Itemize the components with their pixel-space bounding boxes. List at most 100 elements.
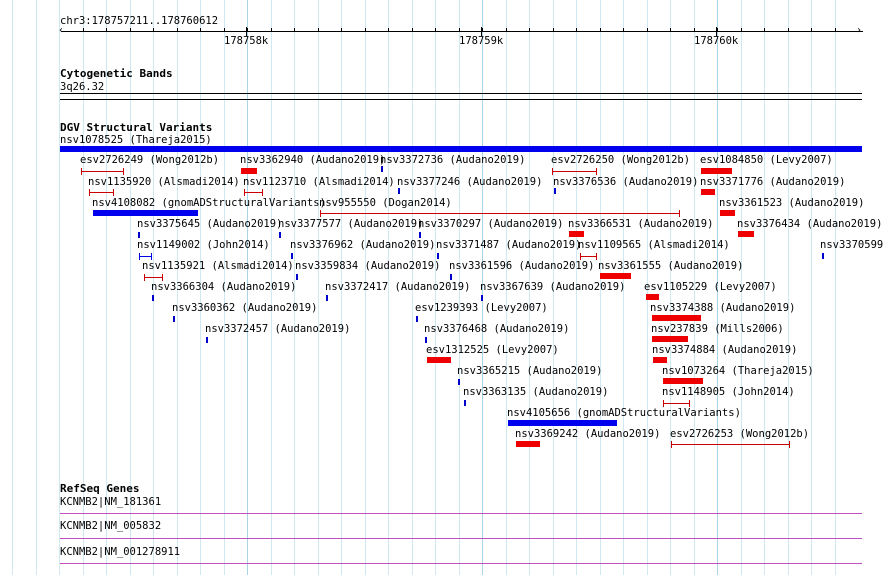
sv-feature-bar[interactable] [653,357,667,363]
sv-feature-tick[interactable] [425,337,427,343]
sv-feature-label[interactable]: nsv3371487 (Audano2019) [436,239,582,251]
sv-feature-label[interactable]: nsv3376434 (Audano2019) [737,218,883,230]
sv-feature-bar[interactable] [241,168,257,174]
sv-feature-label[interactable]: esv1312525 (Levy2007) [426,344,559,356]
sv-feature-bar[interactable] [652,336,688,342]
sv-feature-label[interactable]: nsv3361555 (Audano2019) [598,260,744,272]
sv-feature-label[interactable]: nsv3370599 ( [820,239,890,251]
sv-feature-label[interactable]: nsv955550 (Dogan2014) [319,197,452,209]
sv-feature-label[interactable]: esv1239393 (Levy2007) [415,302,548,314]
sv-feature-label[interactable]: nsv3374388 (Audano2019) [650,302,796,314]
sv-feature-tick[interactable] [138,232,140,238]
sv-feature-label[interactable]: nsv3359834 (Audano2019) [295,260,441,272]
sv-feature-tick[interactable] [554,188,556,194]
sv-feature-tick[interactable] [458,379,460,385]
sv-feature-label[interactable]: nsv3370297 (Audano2019) [418,218,564,230]
gene-label-1[interactable]: KCNMB2|NM_181361 [60,496,162,508]
sv-feature-label[interactable]: esv1084850 (Levy2007) [700,154,833,166]
sv-feature-bar[interactable] [93,210,198,216]
sv-feature-whisker[interactable] [244,192,262,193]
sv-feature-label[interactable]: nsv1073264 (Thareja2015) [662,365,814,377]
sv-feature-bar[interactable] [60,146,862,152]
gene-label-3[interactable]: KCNMB2|NM_001278911 [60,546,181,558]
sv-feature-tick[interactable] [416,316,418,322]
sv-feature-label[interactable]: nsv3362940 (Audano2019) [240,154,386,166]
sv-feature-tick[interactable] [419,232,421,238]
sv-feature-tick[interactable] [464,400,466,406]
sv-feature-tick[interactable] [822,253,824,259]
sv-feature-bar[interactable] [569,231,584,237]
sv-feature-bar[interactable] [600,273,631,279]
sv-feature-tick[interactable] [450,274,452,280]
sv-feature-label[interactable]: nsv3366531 (Audano2019) [568,218,714,230]
sv-feature-label[interactable]: nsv237839 (Mills2006) [651,323,784,335]
sv-feature-label[interactable]: nsv3376536 (Audano2019) [553,176,699,188]
sv-feature-label[interactable]: nsv3372417 (Audano2019) [325,281,471,293]
sv-feature-label[interactable]: esv2726250 (Wong2012b) [551,154,691,166]
sv-feature-label[interactable]: nsv1135921 (Alsmadi2014) [142,260,294,272]
cytoband-bottom-line[interactable] [60,99,862,100]
gene-line-2[interactable] [60,538,862,539]
sv-feature-label[interactable]: nsv4108082 (gnomADStructuralVariants) [92,197,326,209]
sv-feature-bar[interactable] [701,189,715,195]
sv-feature-bar[interactable] [701,168,732,174]
sv-feature-tick[interactable] [398,188,400,194]
sv-feature-label[interactable]: nsv3371776 (Audano2019) [700,176,846,188]
sv-feature-bar[interactable] [720,210,735,216]
sv-feature-tick[interactable] [437,253,439,259]
sv-feature-bar[interactable] [646,294,659,300]
sv-feature-bar[interactable] [516,441,540,447]
ruler-axis[interactable] [61,31,863,32]
sv-feature-label[interactable]: nsv3375645 (Audano2019) [137,218,283,230]
sv-feature-tick[interactable] [206,337,208,343]
sv-feature-label[interactable]: nsv3372457 (Audano2019) [205,323,351,335]
sv-feature-whisker[interactable] [580,256,596,257]
sv-feature-tick[interactable] [291,253,293,259]
sv-feature-tick[interactable] [173,316,175,322]
sv-feature-label[interactable]: esv2726253 (Wong2012b) [670,428,810,440]
sv-feature-label[interactable]: nsv3361596 (Audano2019) [449,260,595,272]
sv-feature-tick[interactable] [381,166,383,172]
sv-feature-bar[interactable] [508,420,617,426]
sv-feature-label[interactable]: nsv1149002 (John2014) [137,239,270,251]
gene-line-1[interactable] [60,513,862,514]
sv-feature-label[interactable]: nsv3372736 (Audano2019) [380,154,526,166]
sv-feature-tick[interactable] [296,274,298,280]
sv-feature-whisker[interactable] [552,171,596,172]
sv-feature-whisker[interactable] [139,256,151,257]
gene-line-3[interactable] [60,563,862,564]
sv-feature-bar[interactable] [652,315,701,321]
sv-feature-label[interactable]: nsv1123710 (Alsmadi2014) [243,176,395,188]
sv-feature-bar[interactable] [663,378,703,384]
sv-feature-label[interactable]: nsv1148905 (John2014) [662,386,795,398]
sv-feature-bar[interactable] [738,231,754,237]
sv-feature-label[interactable]: nsv3367639 (Audano2019) [480,281,626,293]
sv-feature-whisker[interactable] [89,192,113,193]
sv-feature-label[interactable]: nsv3377246 (Audano2019) [397,176,543,188]
sv-feature-label[interactable]: nsv3376962 (Audano2019) [290,239,436,251]
sv-feature-label[interactable]: nsv1135920 (Alsmadi2014) [88,176,240,188]
sv-feature-whisker[interactable] [671,444,789,445]
sv-feature-tick[interactable] [481,295,483,301]
sv-feature-label[interactable]: nsv3377577 (Audano2019) [278,218,424,230]
sv-feature-whisker[interactable] [144,277,162,278]
sv-feature-tick[interactable] [326,295,328,301]
sv-feature-label[interactable]: nsv3365215 (Audano2019) [457,365,603,377]
sv-feature-label[interactable]: nsv3369242 (Audano2019) [515,428,661,440]
gene-label-2[interactable]: KCNMB2|NM_005832 [60,520,162,532]
sv-feature-whisker[interactable] [663,403,689,404]
sv-feature-label[interactable]: esv1105229 (Levy2007) [644,281,777,293]
sv-feature-label[interactable]: esv2726249 (Wong2012b) [80,154,220,166]
sv-feature-whisker[interactable] [81,171,123,172]
sv-feature-tick[interactable] [279,232,281,238]
sv-feature-label[interactable]: nsv4105656 (gnomADStructuralVariants) [507,407,741,419]
sv-feature-label[interactable]: nsv3374884 (Audano2019) [652,344,798,356]
sv-feature-label[interactable]: nsv3363135 (Audano2019) [463,386,609,398]
sv-feature-bar[interactable] [427,357,451,363]
sv-feature-label[interactable]: nsv1078525 (Thareja2015) [60,134,212,146]
sv-feature-tick[interactable] [152,295,154,301]
sv-feature-label[interactable]: nsv3361523 (Audano2019) [719,197,865,209]
sv-feature-label[interactable]: nsv3360362 (Audano2019) [172,302,318,314]
sv-feature-label[interactable]: nsv3366304 (Audano2019) [151,281,297,293]
sv-feature-label[interactable]: nsv1109565 (Alsmadi2014) [578,239,730,251]
